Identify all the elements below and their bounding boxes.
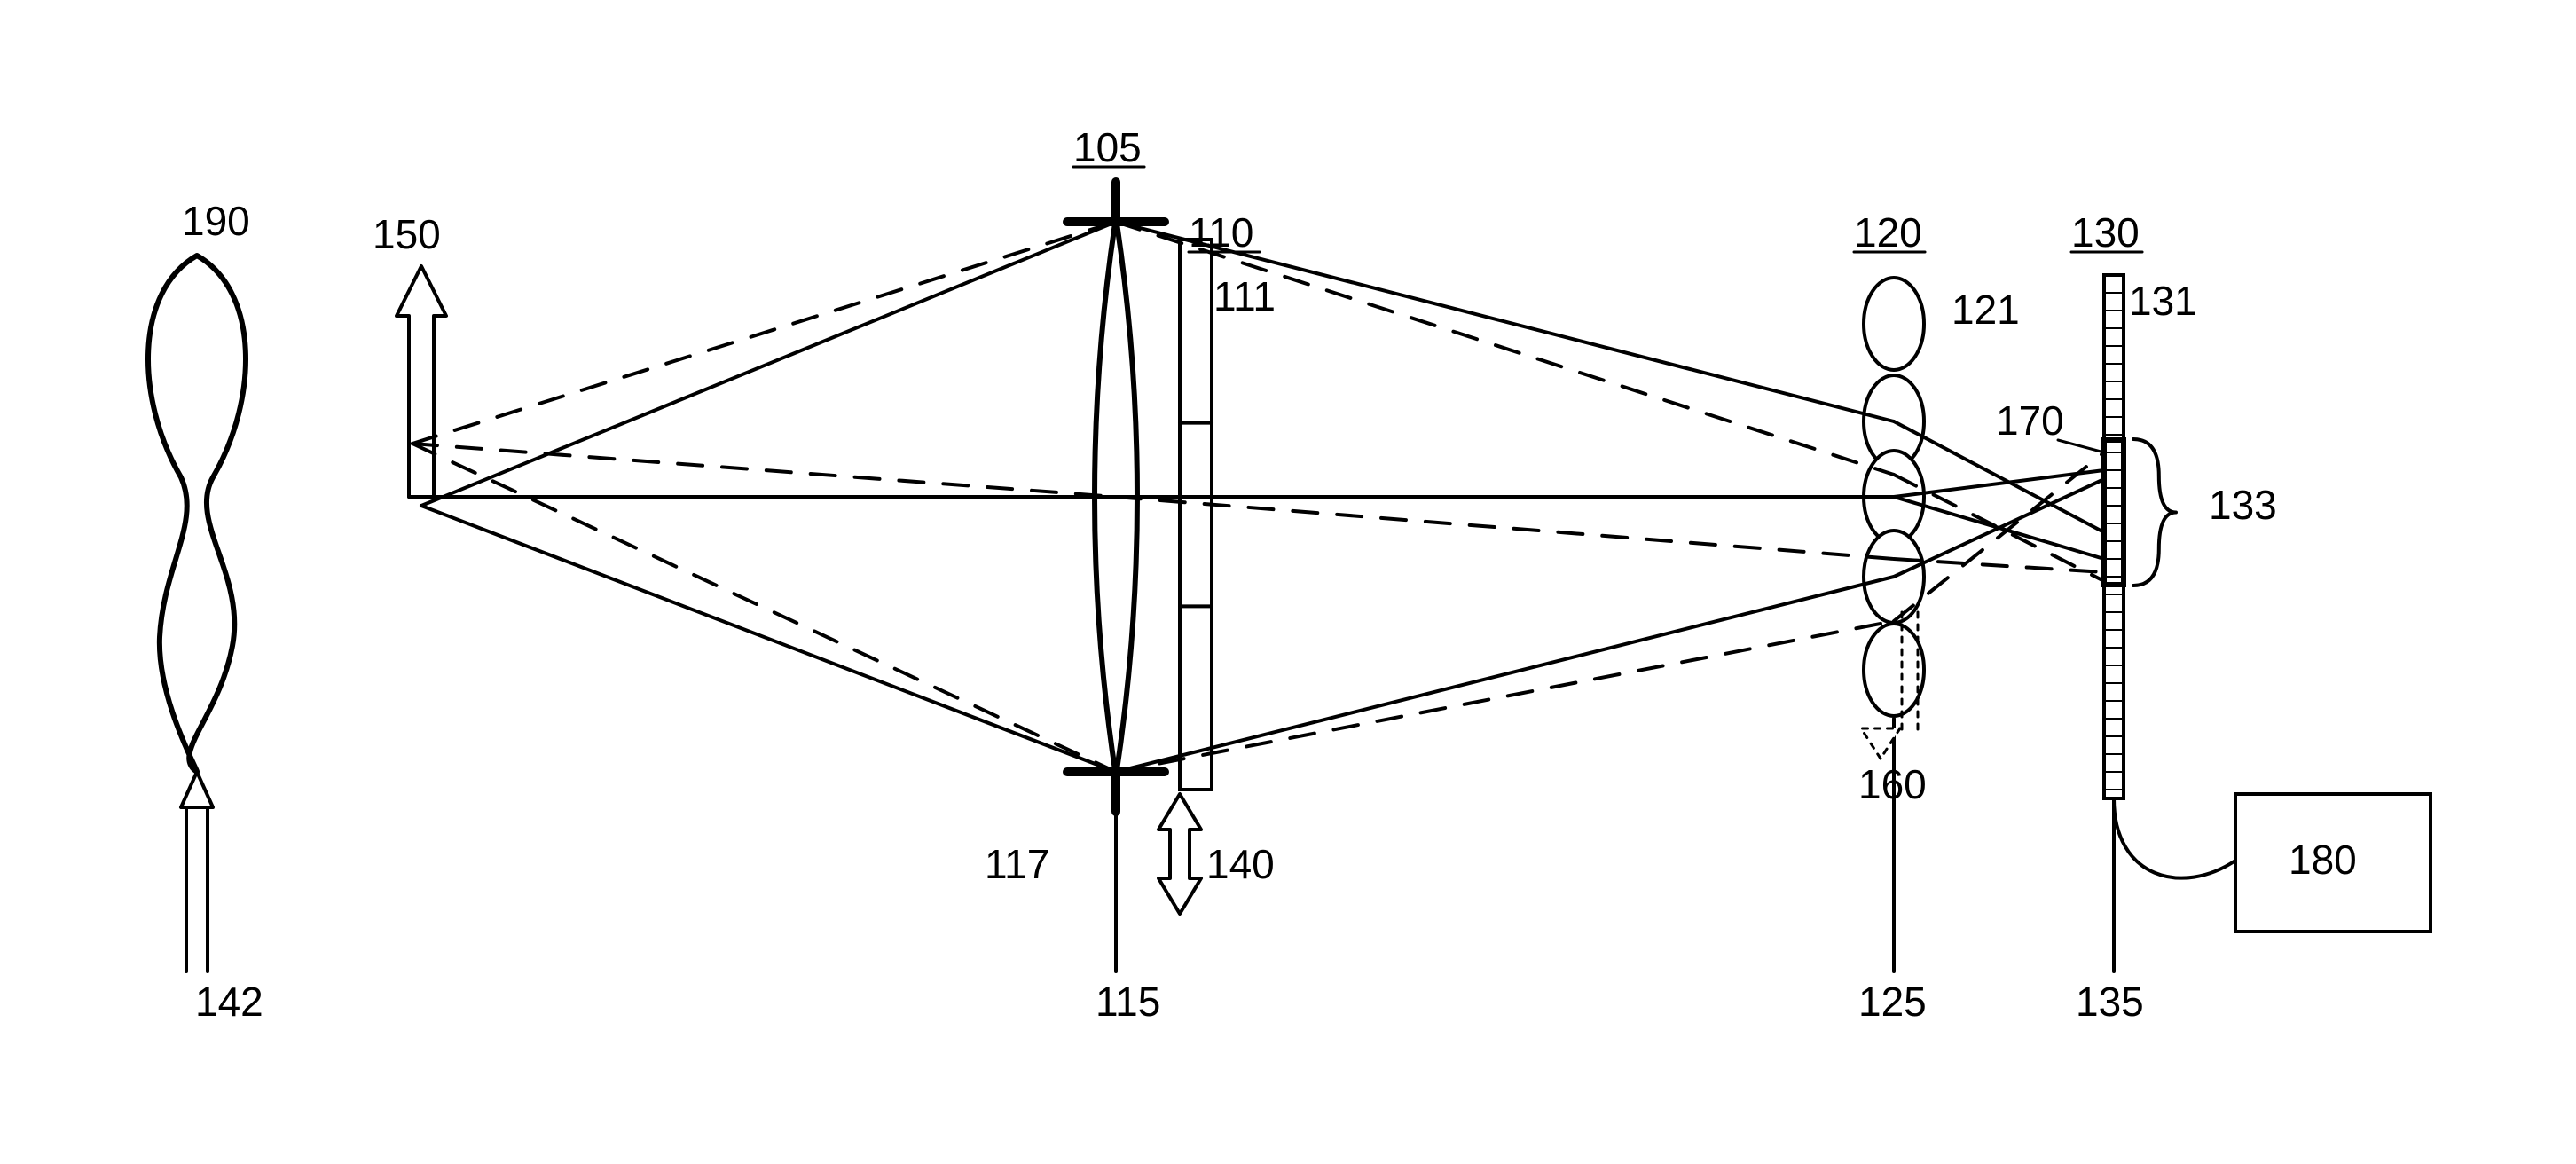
label-142: 142 [195, 979, 263, 1025]
label-180: 180 [2289, 837, 2357, 883]
microlens [1864, 278, 1924, 370]
label-140: 140 [1206, 841, 1275, 887]
optics-diagram: 190 142 150 105 110 111 117 140 115 120 121 160 125 1… [0, 0, 2576, 1164]
label-125: 125 [1858, 979, 1927, 1025]
label-150: 150 [373, 211, 441, 257]
label-135: 135 [2076, 979, 2144, 1025]
object-arrow [397, 266, 446, 497]
label-121: 121 [1952, 287, 2020, 333]
microlens [1864, 624, 1924, 716]
mask-motion-arrow [1158, 794, 1201, 914]
label-130: 130 [2071, 209, 2140, 256]
label-110: 110 [1189, 209, 1253, 256]
sensor-array [2104, 275, 2124, 798]
label-133: 133 [2209, 482, 2277, 528]
label-160: 160 [1858, 761, 1927, 807]
label-131: 131 [2129, 278, 2197, 324]
label-105: 105 [1073, 124, 1142, 170]
label-115: 115 [1096, 979, 1160, 1025]
label-117: 117 [985, 841, 1049, 887]
cable [2114, 798, 2235, 878]
label-190: 190 [182, 198, 250, 244]
label-170: 170 [1996, 397, 2064, 444]
label-120: 120 [1854, 209, 1922, 256]
aperture-mask [1180, 240, 1212, 790]
label-111: 111 [1213, 273, 1276, 319]
brace [2133, 439, 2176, 586]
object-blob [148, 256, 246, 772]
